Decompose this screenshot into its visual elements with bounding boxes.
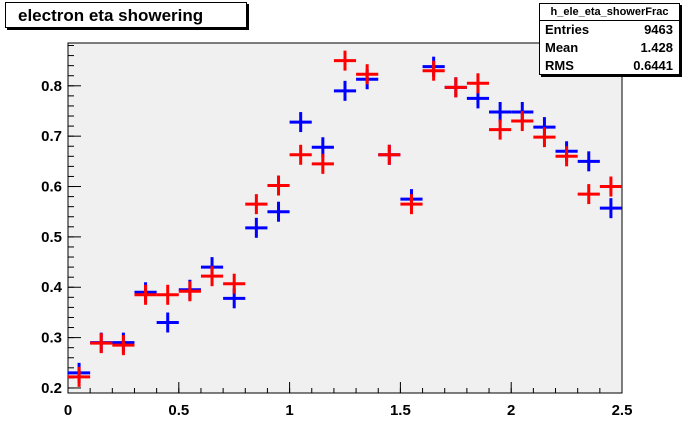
x-tick-label: 1 [285, 402, 293, 419]
data-point [577, 184, 600, 205]
y-tick-label: 0.7 [41, 128, 62, 145]
data-point [356, 64, 379, 85]
y-tick-label: 0.2 [41, 380, 62, 397]
stats-row-entries: Entries 9463 [540, 21, 679, 39]
stats-value: 9463 [644, 22, 673, 37]
data-point [223, 273, 246, 294]
data-point [289, 112, 312, 133]
stats-row-rms: RMS 0.6441 [540, 57, 679, 75]
data-point [289, 144, 312, 165]
stats-histogram-name: h_ele_eta_showerFrac [540, 4, 679, 21]
stats-value: 0.6441 [633, 58, 673, 73]
stats-row-mean: Mean 1.428 [540, 39, 679, 57]
data-point [599, 176, 622, 197]
data-point [555, 146, 578, 167]
stats-key: Entries [545, 22, 590, 37]
stats-key: Mean [545, 40, 579, 55]
data-point [245, 217, 268, 238]
data-point [68, 366, 91, 387]
y-tick-label: 0.6 [41, 179, 62, 196]
data-point [378, 144, 401, 165]
data-point [599, 198, 622, 219]
chart-title: electron eta showering [18, 6, 204, 25]
data-point [577, 151, 600, 172]
x-tick-label: 2 [507, 402, 515, 419]
data-point [333, 80, 357, 101]
chart-title-box: electron eta showering [5, 2, 247, 28]
data-point [267, 175, 290, 196]
x-tick-label: 0.5 [168, 402, 189, 419]
data-point [400, 194, 423, 215]
data-point [511, 111, 534, 132]
data-point [466, 73, 490, 94]
y-tick-label: 0.4 [41, 279, 63, 296]
x-tick-label: 1.5 [390, 402, 411, 419]
stats-box: h_ele_eta_showerFrac Entries 9463 Mean 1… [539, 3, 680, 75]
data-markers [68, 50, 622, 387]
data-point [444, 77, 467, 98]
stats-value: 1.428 [640, 40, 673, 55]
data-point [489, 119, 512, 140]
data-point [333, 50, 357, 71]
data-point [156, 312, 179, 333]
y-tick-label: 0.5 [41, 229, 62, 246]
data-point [90, 333, 113, 354]
data-point [112, 335, 135, 356]
x-tick-label: 0 [64, 402, 72, 419]
data-point [267, 201, 290, 222]
data-point [134, 284, 157, 305]
data-point [156, 284, 179, 305]
data-point [245, 194, 268, 215]
y-tick-label: 0.8 [41, 78, 62, 95]
data-point [178, 281, 201, 302]
data-point [311, 153, 334, 174]
data-point [200, 266, 224, 287]
data-point [533, 127, 556, 148]
x-tick-label: 2.5 [612, 402, 633, 419]
data-point [422, 60, 445, 81]
data-point [489, 101, 512, 122]
stats-key: RMS [545, 58, 574, 73]
axes: 0 0.5 1 1.5 2 2.5 0.2 0.3 0.4 0.5 0.6 0.7 0.8 [41, 45, 633, 419]
plot-frame [67, 42, 623, 394]
y-tick-label: 0.3 [41, 330, 62, 347]
